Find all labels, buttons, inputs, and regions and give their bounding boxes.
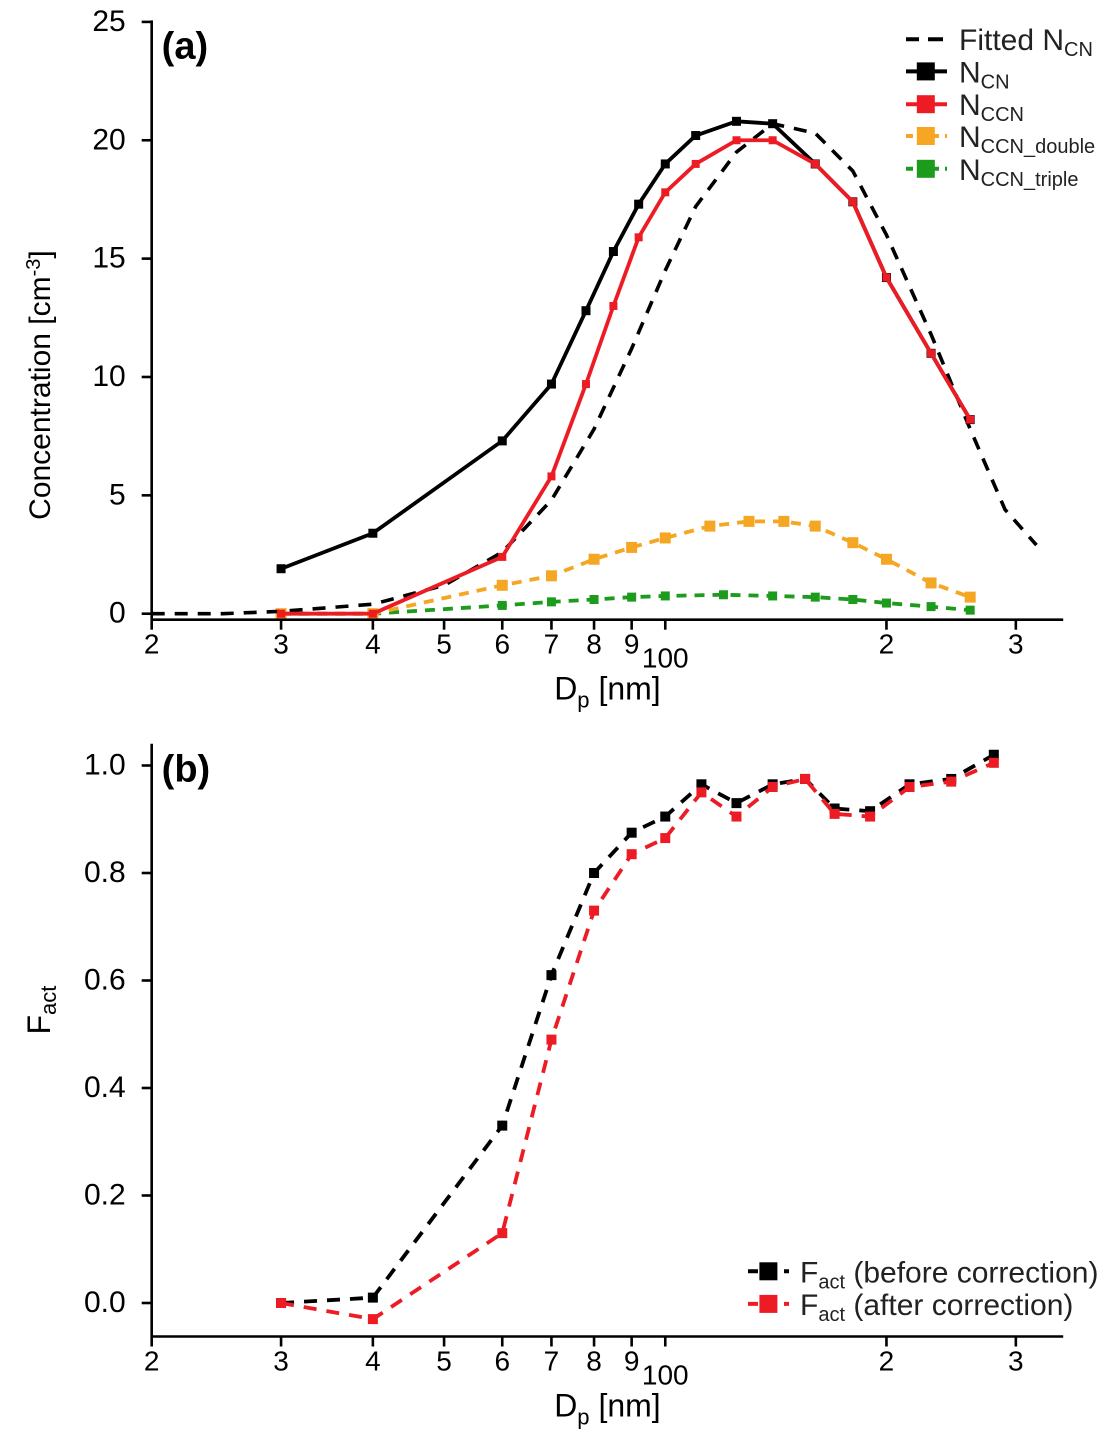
svg-text:9: 9 [624,1346,640,1377]
svg-text:6: 6 [494,1346,510,1377]
svg-text:5: 5 [109,478,126,511]
svg-text:3: 3 [1008,629,1024,660]
svg-text:8: 8 [586,1346,602,1377]
svg-text:3: 3 [1008,1346,1024,1377]
svg-text:0.2: 0.2 [84,1179,126,1212]
svg-text:Concentration [cm-3]: Concentration [cm-3] [23,250,57,520]
svg-text:Fact (before correction): Fact (before correction) [800,1256,1098,1293]
svg-text:0: 0 [109,597,126,630]
svg-text:2: 2 [144,1346,160,1377]
svg-text:10: 10 [92,360,125,393]
svg-text:(a): (a) [162,25,208,67]
svg-text:1.0: 1.0 [84,749,126,782]
svg-text:5: 5 [436,629,452,660]
svg-text:5: 5 [436,1346,452,1377]
svg-text:7: 7 [544,629,560,660]
svg-text:6: 6 [494,629,510,660]
svg-text:4: 4 [365,1346,381,1377]
svg-text:4: 4 [365,629,381,660]
svg-text:2: 2 [879,1346,895,1377]
svg-text:0.0: 0.0 [84,1286,126,1319]
svg-text:3: 3 [273,629,289,660]
svg-text:7: 7 [544,1346,560,1377]
svg-text:Dp [nm]: Dp [nm] [554,671,660,713]
svg-text:2: 2 [144,629,160,660]
svg-text:(b): (b) [162,749,211,791]
svg-text:8: 8 [586,629,602,660]
svg-text:0.4: 0.4 [84,1071,126,1104]
svg-text:2: 2 [879,629,895,660]
svg-text:0.8: 0.8 [84,856,126,889]
svg-text:100: 100 [642,1360,689,1391]
svg-text:15: 15 [92,242,125,275]
svg-text:0.6: 0.6 [84,964,126,997]
svg-text:20: 20 [92,123,125,156]
svg-text:3: 3 [273,1346,289,1377]
svg-text:25: 25 [92,5,125,38]
svg-text:Dp [nm]: Dp [nm] [554,1388,660,1430]
svg-text:9: 9 [624,629,640,660]
svg-text:100: 100 [642,643,689,674]
